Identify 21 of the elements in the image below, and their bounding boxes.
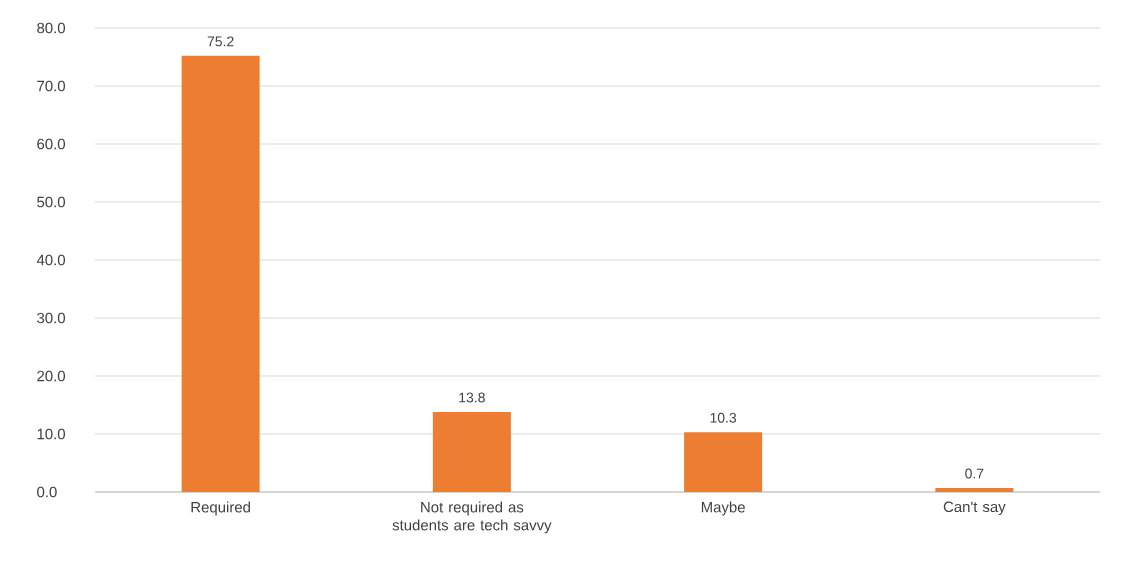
y-tick-label: 0.0 [37,486,57,498]
bar [181,55,260,492]
bar [432,411,511,492]
y-tick-label: 10.0 [37,428,66,440]
y-tick-label: 60.0 [37,138,66,150]
y-tick-label: 40.0 [36,254,66,266]
y-tick-label: 20.0 [37,370,66,382]
data-label: 75.2 [207,36,234,47]
y-tick-label: 80.0 [37,22,66,34]
y-tick-label: 50.0 [37,196,66,208]
y-tick-label: 30.0 [37,312,66,324]
data-label: 10.3 [710,412,737,423]
y-tick-label: 70.0 [37,80,66,92]
x-tick-label: Required [191,501,250,516]
bar [684,432,763,492]
x-tick-label: Can't say [943,501,1006,516]
x-tick-label: Maybe [701,501,745,516]
x-tick-label: Not required as students are tech savvy [392,501,552,534]
bar [935,487,1014,492]
data-label: 0.7 [965,468,984,479]
data-label: 13.8 [459,392,485,403]
